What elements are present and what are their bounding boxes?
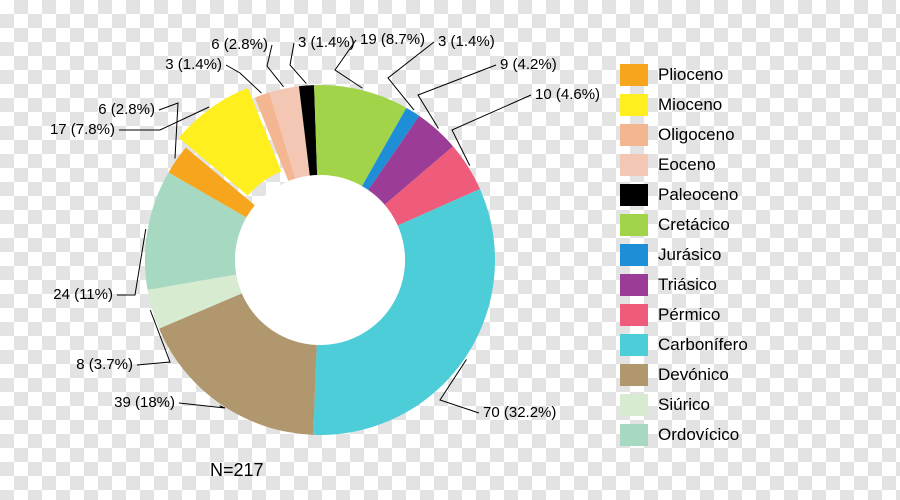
donut-slices-group (145, 85, 495, 435)
legend-label: Triásico (658, 275, 717, 295)
legend-label: Mioceno (658, 95, 722, 115)
legend-row-siúrico: Siúrico (620, 390, 748, 420)
callout-siúrico: 8 (3.7%) (76, 356, 133, 373)
n-total-label: N=217 (210, 460, 264, 481)
legend-label: Oligoceno (658, 125, 735, 145)
callout-triásico: 9 (4.2%) (500, 56, 557, 73)
leader-pérmico (452, 95, 531, 166)
leader-jurásico (388, 42, 434, 110)
legend-swatch-triásico (620, 274, 648, 296)
legend-swatch-jurásico (620, 244, 648, 266)
callout-carbonífero: 70 (32.2%) (483, 404, 556, 421)
callout-eoceno: 6 (2.8%) (211, 36, 268, 53)
leader-ordovícico (117, 229, 146, 295)
legend-label: Paleoceno (658, 185, 738, 205)
legend-row-oligoceno: Oligoceno (620, 120, 748, 150)
callout-ordovícico: 24 (11%) (53, 286, 113, 303)
callout-cretácico: 19 (8.7%) (360, 31, 425, 48)
legend-row-paleoceno: Paleoceno (620, 180, 748, 210)
legend: Plioceno Mioceno Oligoceno Eoceno Paleoceno C… (620, 60, 748, 450)
legend-swatch-cretácico (620, 214, 648, 236)
legend-swatch-carbonífero (620, 334, 648, 356)
legend-label: Ordovícico (658, 425, 739, 445)
legend-row-mioceno: Mioceno (620, 90, 748, 120)
legend-row-triásico: Triásico (620, 270, 748, 300)
callout-plioceno: 6 (2.8%) (98, 101, 155, 118)
legend-label: Siúrico (658, 395, 710, 415)
legend-swatch-eoceno (620, 154, 648, 176)
legend-row-ordovícico: Ordovícico (620, 420, 748, 450)
legend-swatch-oligoceno (620, 124, 648, 146)
callout-paleoceno: 3 (1.4%) (298, 34, 355, 51)
legend-row-carbonífero: Carbonífero (620, 330, 748, 360)
legend-row-eoceno: Eoceno (620, 150, 748, 180)
leader-eoceno (267, 45, 284, 87)
legend-swatch-plioceno (620, 64, 648, 86)
leader-triásico (418, 65, 496, 129)
callout-pérmico: 10 (4.6%) (535, 86, 600, 103)
legend-swatch-paleoceno (620, 184, 648, 206)
legend-row-plioceno: Plioceno (620, 60, 748, 90)
donut-chart-svg (0, 0, 900, 500)
leader-devónico (179, 403, 225, 408)
chart-stage: 6 (2.8%) 17 (7.8%) 3 (1.4%) 6 (2.8%) 3 (1.4%… (0, 0, 900, 500)
legend-swatch-ordovícico (620, 424, 648, 446)
legend-row-cretácico: Cretácico (620, 210, 748, 240)
leader-oligoceno (226, 65, 261, 93)
legend-swatch-pérmico (620, 304, 648, 326)
legend-label: Cretácico (658, 215, 730, 235)
legend-label: Carbonífero (658, 335, 748, 355)
legend-row-jurásico: Jurásico (620, 240, 748, 270)
leader-plioceno (159, 103, 178, 159)
legend-swatch-devónico (620, 364, 648, 386)
callout-devónico: 39 (18%) (114, 394, 175, 411)
legend-label: Devónico (658, 365, 729, 385)
callout-mioceno: 17 (7.8%) (50, 121, 115, 138)
legend-row-devónico: Devónico (620, 360, 748, 390)
legend-swatch-siúrico (620, 394, 648, 416)
callout-jurásico: 3 (1.4%) (438, 33, 495, 50)
callout-oligoceno: 3 (1.4%) (165, 56, 222, 73)
legend-label: Jurásico (658, 245, 721, 265)
donut-hole (235, 175, 405, 345)
legend-label: Eoceno (658, 155, 716, 175)
legend-label: Pérmico (658, 305, 720, 325)
legend-label: Plioceno (658, 65, 723, 85)
legend-row-pérmico: Pérmico (620, 300, 748, 330)
legend-swatch-mioceno (620, 94, 648, 116)
